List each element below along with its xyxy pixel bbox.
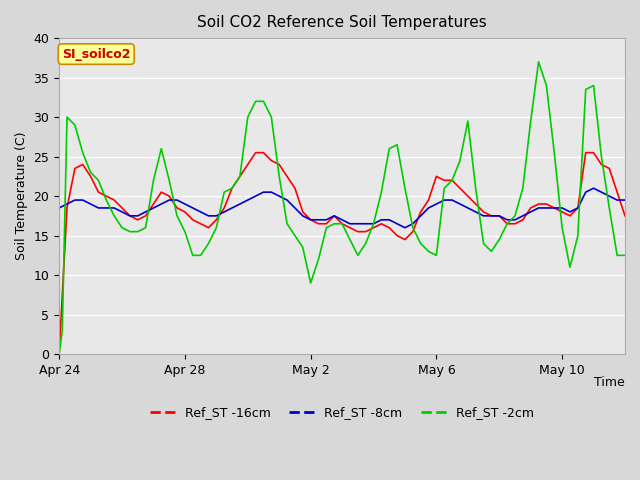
- Ref_ST -8cm: [621, 197, 629, 203]
- Ref_ST -2cm: [534, 59, 542, 65]
- Ref_ST -8cm: [534, 205, 542, 211]
- Line: Ref_ST -2cm: Ref_ST -2cm: [59, 62, 625, 354]
- Ref_ST -8cm: [589, 185, 597, 191]
- Title: Soil CO2 Reference Soil Temperatures: Soil CO2 Reference Soil Temperatures: [197, 15, 487, 30]
- Ref_ST -8cm: [181, 201, 189, 207]
- Ref_ST -2cm: [370, 221, 378, 227]
- Ref_ST -8cm: [550, 205, 558, 211]
- Ref_ST -16cm: [181, 209, 189, 215]
- Ref_ST -2cm: [236, 173, 244, 179]
- Ref_ST -16cm: [252, 150, 259, 156]
- Y-axis label: Soil Temperature (C): Soil Temperature (C): [15, 132, 28, 260]
- Ref_ST -16cm: [550, 205, 558, 211]
- Ref_ST -8cm: [244, 197, 252, 203]
- Ref_ST -8cm: [574, 205, 582, 211]
- Ref_ST -2cm: [165, 178, 173, 183]
- Ref_ST -2cm: [574, 233, 582, 239]
- Text: SI_soilco2: SI_soilco2: [62, 48, 131, 60]
- Ref_ST -2cm: [173, 213, 181, 219]
- Ref_ST -8cm: [338, 217, 346, 223]
- Line: Ref_ST -16cm: Ref_ST -16cm: [59, 153, 625, 353]
- Ref_ST -16cm: [244, 162, 252, 168]
- Ref_ST -16cm: [621, 213, 629, 219]
- Ref_ST -8cm: [55, 205, 63, 211]
- Ref_ST -16cm: [346, 225, 354, 230]
- Line: Ref_ST -8cm: Ref_ST -8cm: [59, 188, 625, 228]
- Ref_ST -2cm: [362, 240, 369, 246]
- Ref_ST -8cm: [401, 225, 409, 230]
- X-axis label: Time: Time: [595, 376, 625, 389]
- Ref_ST -2cm: [621, 252, 629, 258]
- Ref_ST -16cm: [534, 201, 542, 207]
- Ref_ST -2cm: [55, 351, 63, 357]
- Legend: Ref_ST -16cm, Ref_ST -8cm, Ref_ST -2cm: Ref_ST -16cm, Ref_ST -8cm, Ref_ST -2cm: [145, 401, 540, 424]
- Ref_ST -16cm: [574, 205, 582, 211]
- Ref_ST -16cm: [55, 350, 63, 356]
